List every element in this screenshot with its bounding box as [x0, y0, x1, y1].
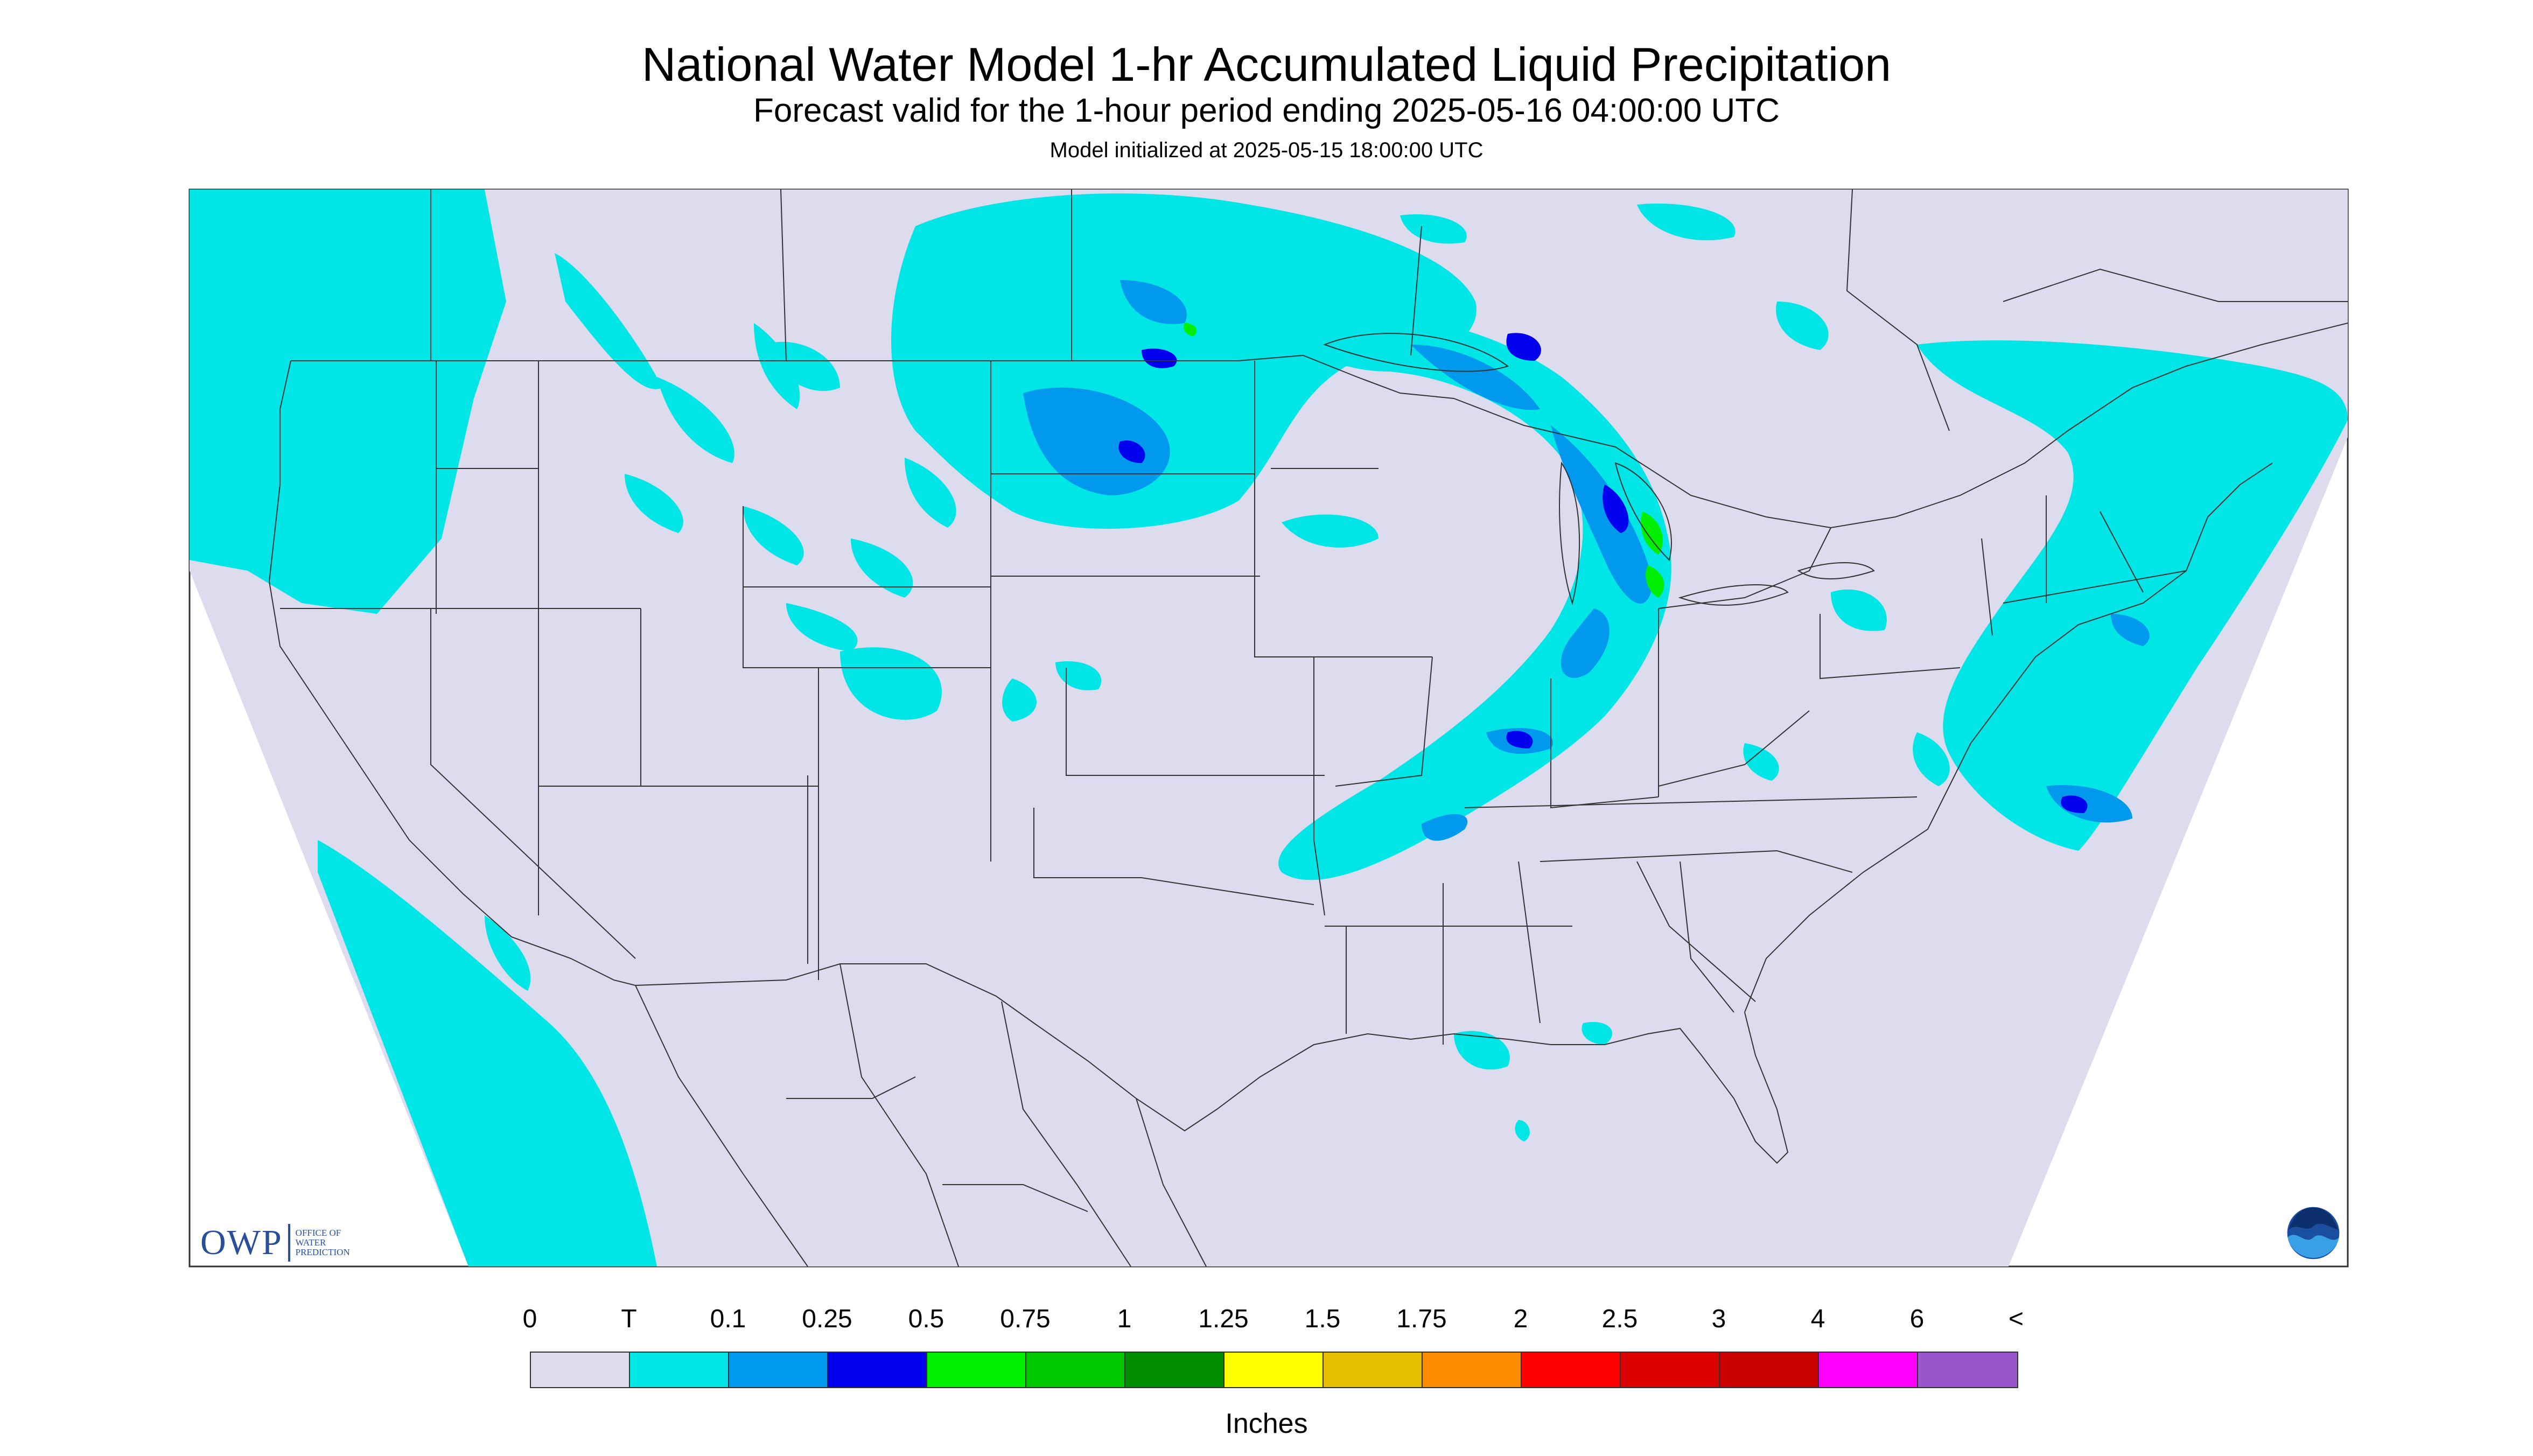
- legend-swatch: [927, 1353, 1026, 1387]
- owp-logo-subtext: OFFICE OF WATER PREDICTION: [295, 1228, 350, 1257]
- legend-swatch: [1324, 1353, 1423, 1387]
- legend-labels: 0 T 0.1 0.25 0.5 0.75 1 1.25 1.5 1.75 2 2.5 3 4 6 <: [0, 1303, 2533, 1341]
- legend-swatch: [630, 1353, 729, 1387]
- legend-swatch: [531, 1353, 630, 1387]
- legend-swatch: [828, 1353, 927, 1387]
- legend-label: 0.5: [908, 1305, 944, 1333]
- precipitation-light-blue-areas: [1023, 280, 2150, 841]
- legend-swatch: [1522, 1353, 1621, 1387]
- legend-label: 6: [1909, 1305, 1925, 1333]
- legend-label: 0.1: [710, 1305, 746, 1333]
- legend-swatch: [1918, 1353, 2017, 1387]
- legend-label: 0.25: [802, 1305, 852, 1333]
- map-title: National Water Model 1-hr Accumulated Li…: [641, 38, 1892, 91]
- legend-label: 1.25: [1198, 1305, 1249, 1333]
- legend-units: Inches: [1225, 1408, 1308, 1439]
- owp-logo-text: OWP: [200, 1223, 283, 1262]
- owp-logo-divider: [288, 1224, 290, 1262]
- boundary-lines: [268, 189, 2348, 1267]
- noaa-logo-icon: [2285, 1205, 2341, 1261]
- legend-label: 0: [522, 1305, 537, 1333]
- legend-swatch: [1224, 1353, 1324, 1387]
- owp-logo: OWP OFFICE OF WATER PREDICTION: [200, 1221, 350, 1264]
- legend-label: 1.5: [1304, 1305, 1341, 1333]
- legend-label: 4: [1810, 1305, 1825, 1333]
- precipitation-green-areas: [1184, 323, 1664, 598]
- legend-swatch: [1720, 1353, 1819, 1387]
- legend-label: 0.75: [1000, 1305, 1051, 1333]
- legend-label: <: [2008, 1305, 2024, 1333]
- legend-label: 2.5: [1601, 1305, 1638, 1333]
- legend-swatch: [1026, 1353, 1125, 1387]
- legend-colorbar: [530, 1352, 2018, 1388]
- model-init-text: Model initialized at 2025-05-15 18:00:00…: [1049, 138, 1484, 162]
- legend-swatch: [1621, 1353, 1720, 1387]
- legend-label: 1.75: [1396, 1305, 1447, 1333]
- legend-swatch: [1819, 1353, 1918, 1387]
- map-subtitle: Forecast valid for the 1-hour period end…: [753, 92, 1780, 129]
- legend-swatch: [1423, 1353, 1522, 1387]
- precipitation-blue-areas: [1118, 333, 2088, 813]
- legend-label: 2: [1513, 1305, 1528, 1333]
- legend-label: T: [621, 1305, 637, 1333]
- legend-label: 3: [1711, 1305, 1726, 1333]
- legend-swatch: [1125, 1353, 1224, 1387]
- legend-swatch: [729, 1353, 828, 1387]
- legend-label: 1: [1117, 1305, 1132, 1333]
